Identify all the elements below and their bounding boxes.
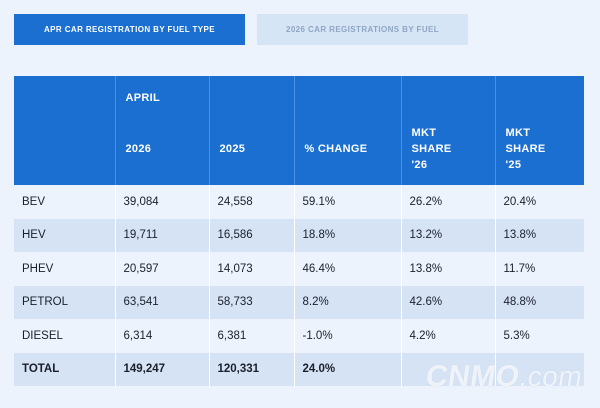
cell-share-26: 13.8% [401,252,496,286]
header-group-april: APRIL [125,92,160,104]
cell-fuel: PHEV [14,252,116,286]
cell-share-25 [495,352,584,386]
cell-2026: 63,541 [115,285,210,319]
header-mkt25-line1: MKT [505,127,531,139]
cell-change: 18.8% [294,218,402,252]
cell-change: -1.0% [294,319,402,353]
header-2026-label: 2026 [125,143,152,155]
header-mkt-share-25: MKT SHARE '25 [495,76,584,185]
cell-2026: 19,711 [115,218,210,252]
watermark-logo: CNMO.com [423,360,584,394]
cell-2025: 58,733 [209,285,295,319]
cell-2026: 149,247 [115,352,210,386]
header-mkt26-line2: SHARE [411,143,452,155]
cell-share-25: 11.7% [495,252,584,286]
table-row-hev: HEV 19,711 16,586 18.8% 13.2% 13.8% [14,218,584,252]
cell-share-25: 13.8% [495,218,584,252]
cell-2025: 16,586 [209,218,295,252]
tab-bar: APR CAR REGISTRATION BY FUEL TYPE 2026 C… [14,14,468,45]
cell-change: 8.2% [294,285,402,319]
header-2025: 2025 [209,76,295,185]
header-change-label: % CHANGE [304,143,368,155]
table-row-diesel: DIESEL 6,314 6,381 -1.0% 4.2% 5.3% [14,319,584,353]
table-row-bev: BEV 39,084 24,558 59.1% 26.2% 20.4% [14,185,584,219]
header-2026: APRIL 2026 [115,76,210,185]
cell-fuel: DIESEL [14,319,116,353]
tab-2026-registrations-by-fuel[interactable]: 2026 CAR REGISTRATIONS BY FUEL [257,14,468,45]
table-header-row: APRIL 2026 2025 % CHANGE MKT SHARE '26 M… [14,76,584,185]
cell-share-25: 20.4% [495,185,584,219]
cell-2025: 14,073 [209,252,295,286]
header-mkt26-line3: '26 [411,159,428,171]
table-row-phev: PHEV 20,597 14,073 46.4% 13.8% 11.7% [14,252,584,286]
cell-share-26 [401,352,496,386]
cell-share-26: 4.2% [401,319,496,353]
header-2025-label: 2025 [219,143,246,155]
cell-fuel: HEV [14,218,116,252]
cell-fuel: PETROL [14,285,116,319]
table-row-total: TOTAL 149,247 120,331 24.0% [14,352,584,386]
tab-apr-registration-by-fuel[interactable]: APR CAR REGISTRATION BY FUEL TYPE [14,14,245,45]
cell-share-25: 5.3% [495,319,584,353]
header-mkt26-line1: MKT [411,127,437,139]
cell-2025: 24,558 [209,185,295,219]
cell-2026: 6,314 [115,319,210,353]
cell-change: 24.0% [294,352,402,386]
cell-share-26: 26.2% [401,185,496,219]
table-row-petrol: PETROL 63,541 58,733 8.2% 42.6% 48.8% [14,285,584,319]
header-mkt25-line3: '25 [505,159,522,171]
header-mkt-share-26: MKT SHARE '26 [401,76,496,185]
header-change: % CHANGE [294,76,402,185]
watermark-suffix: .com [517,361,585,392]
cell-change: 46.4% [294,252,402,286]
cell-fuel: TOTAL [14,352,116,386]
cell-share-26: 13.2% [401,218,496,252]
cell-share-25: 48.8% [495,285,584,319]
cell-change: 59.1% [294,185,402,219]
cell-2025: 120,331 [209,352,295,386]
header-mkt25-line2: SHARE [505,143,546,155]
cell-share-26: 42.6% [401,285,496,319]
cell-fuel: BEV [14,185,116,219]
cell-2025: 6,381 [209,319,295,353]
registration-table: APRIL 2026 2025 % CHANGE MKT SHARE '26 M… [14,76,584,386]
header-fuel [14,76,116,185]
watermark-main: CNMO [423,360,522,393]
cell-2026: 39,084 [115,185,210,219]
cell-2026: 20,597 [115,252,210,286]
